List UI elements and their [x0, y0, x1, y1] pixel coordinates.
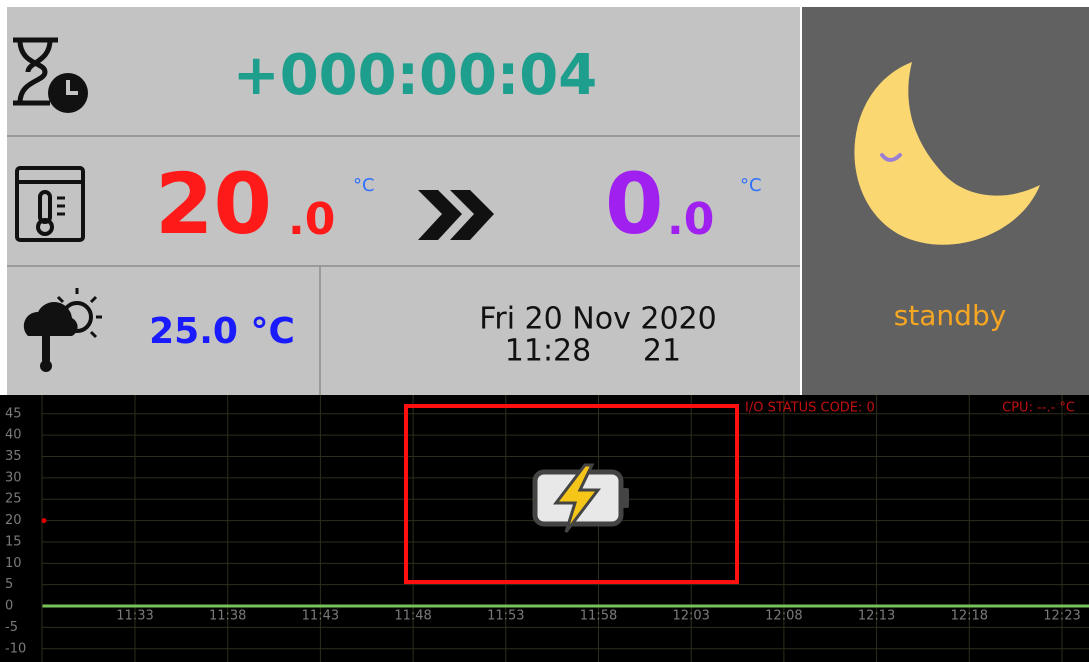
x-tick-label: 12:13: [858, 609, 895, 624]
seconds: 21: [643, 334, 681, 369]
x-tick-label: 12:18: [951, 609, 988, 624]
x-tick-label: 12:03: [672, 609, 709, 624]
screen: +000:00:04 20 .0 °C 0 .0 °C 25.0 °C Fri …: [0, 0, 1089, 662]
x-tick-label: 11:38: [209, 609, 246, 624]
io-status: I/O STATUS CODE: 0: [745, 401, 875, 416]
target-temp: 0: [605, 155, 663, 253]
x-tick-label: 12:23: [1043, 609, 1080, 624]
outdoor-temp: 25.0 °C: [149, 311, 295, 352]
cpu-status: CPU: --.- °C: [1002, 401, 1075, 416]
target-temp-decimal: .0: [667, 194, 714, 245]
battery-icon: [535, 465, 629, 532]
y-tick-label: -5: [5, 620, 18, 635]
current-temp-decimal: .0: [288, 194, 335, 245]
x-tick-label: 11:48: [394, 609, 431, 624]
y-tick-label: -10: [5, 641, 26, 656]
y-tick-label: 0: [5, 599, 13, 614]
x-tick-label: 11:58: [580, 609, 617, 624]
page: { "timer": {"text": "+000:00:04", "color…: [0, 0, 1089, 662]
timer: +000:00:04: [233, 43, 597, 108]
y-tick-label: 15: [5, 534, 22, 549]
x-tick-label: 11:53: [487, 609, 524, 624]
time: 11:28: [505, 334, 591, 369]
data-point: [42, 518, 47, 523]
y-tick-label: 45: [5, 406, 22, 421]
x-tick-label: 11:33: [116, 609, 153, 624]
y-tick-label: 40: [5, 428, 22, 443]
y-tick-label: 5: [5, 577, 13, 592]
date: Fri 20 Nov 2020: [479, 302, 716, 337]
current-temp: 20: [155, 155, 272, 253]
mode: standby: [894, 299, 1007, 332]
unit: °C: [740, 175, 762, 196]
x-tick-label: 12:08: [765, 609, 802, 624]
y-tick-label: 10: [5, 556, 22, 571]
y-tick-label: 25: [5, 492, 22, 507]
y-tick-label: 30: [5, 470, 22, 485]
x-tick-label: 11:43: [302, 609, 339, 624]
y-tick-label: 20: [5, 513, 22, 528]
y-tick-label: 35: [5, 449, 22, 464]
unit: °C: [353, 175, 375, 196]
